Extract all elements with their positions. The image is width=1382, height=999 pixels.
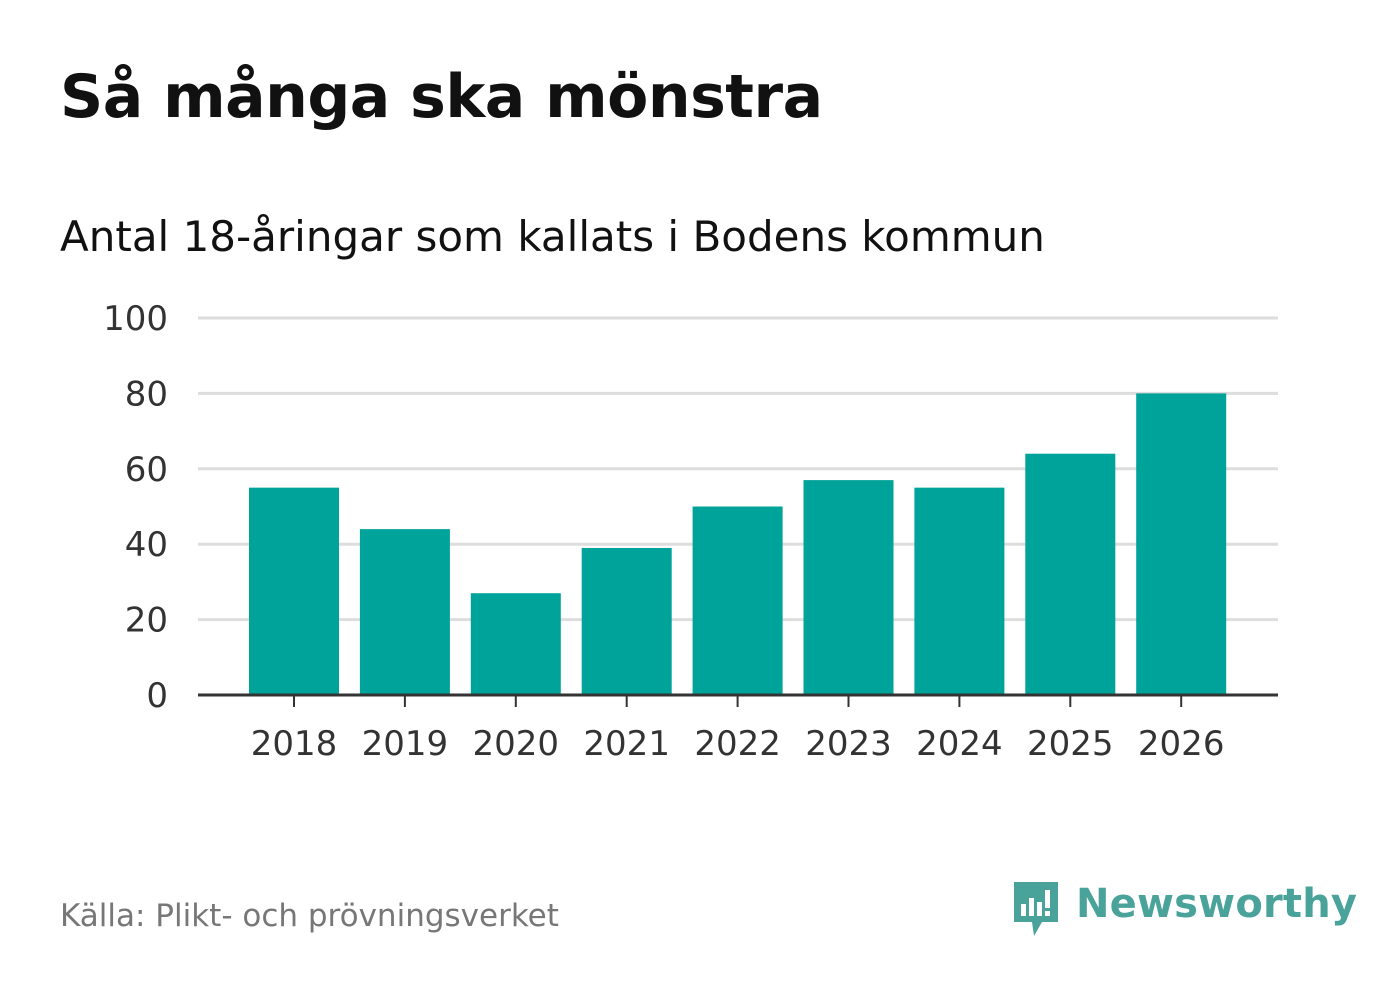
x-tick-label: 2023 [805,724,892,764]
bar-2021 [581,547,672,695]
bar-2025 [1025,453,1116,695]
y-tick-label: 20 [125,601,168,641]
y-tick-label: 100 [103,299,168,339]
x-tick-label: 2018 [251,724,338,764]
bar-2022 [692,506,783,695]
y-tick-label: 0 [146,676,168,716]
brand-logo: Newsworthy [1010,876,1357,942]
brand-name: Newsworthy [1076,881,1358,927]
bar-2018 [249,487,339,695]
bar-2023 [803,480,894,695]
x-tick-label: 2025 [1027,724,1114,764]
x-tick-label: 2021 [583,724,670,764]
y-tick-label: 60 [125,450,168,490]
bar-2019 [359,529,450,695]
chart-subtitle: Antal 18-åringar som kallats i Bodens ko… [60,212,1045,261]
x-tick-label: 2019 [362,724,449,764]
y-tick-label: 40 [125,525,168,565]
x-tick-label: 2026 [1138,724,1225,764]
bar-2024 [914,487,1005,695]
bar-2026 [1136,393,1227,695]
x-tick-label: 2020 [473,724,560,764]
chart-title: Så många ska mönstra [60,62,823,132]
y-tick-label: 80 [125,374,168,414]
x-tick-label: 2024 [916,724,1003,764]
x-tick-label: 2022 [694,724,781,764]
source-note: Källa: Plikt- och prövningsverket [60,898,559,934]
bar-2020 [470,593,561,695]
bar-chart-speech-bubble-icon [1014,882,1058,936]
